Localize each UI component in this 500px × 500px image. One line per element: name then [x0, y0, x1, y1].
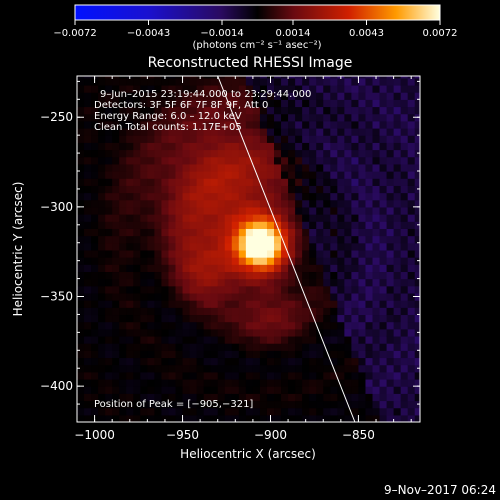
colorbar-tick-label: −0.0043 — [127, 28, 170, 39]
peak-position-label: Position of Peak = [−905,−321] — [94, 399, 253, 410]
colorbar-tick-label: 0.0014 — [275, 28, 310, 39]
x-axis-label: Heliocentric X (arcsec) — [180, 447, 316, 461]
colorbar-tick-label: −0.0014 — [200, 28, 243, 39]
annotation-line: Energy Range: 6.0 – 12.0 keV — [94, 111, 242, 122]
plot-frame — [76, 75, 421, 423]
colorbar-tick-label: −0.0072 — [53, 28, 96, 39]
x-tick-label: −1000 — [74, 428, 115, 442]
x-tick-label: −850 — [342, 428, 375, 442]
colorbar-tick-label: 0.0072 — [423, 28, 458, 39]
annotation-block: 9–Jun–2015 23:19:44.000 to 23:29:44.000D… — [94, 89, 311, 133]
chart-title: Reconstructed RHESSI Image — [148, 55, 353, 71]
footer-timestamp: 9–Nov–2017 06:24 — [384, 483, 496, 497]
x-tick-label: −950 — [166, 428, 199, 442]
colorbar-tick-label: 0.0043 — [349, 28, 384, 39]
y-tick-label: −350 — [40, 290, 73, 304]
y-tick-label: −300 — [40, 200, 73, 214]
colorbar — [74, 4, 441, 21]
annotation-line: Clean Total counts: 1.17E+05 — [94, 122, 242, 133]
y-tick-label: −250 — [40, 110, 73, 124]
x-tick-label: −900 — [254, 428, 287, 442]
heatmap-image — [77, 76, 420, 422]
colorbar-unit-label: (photons cm⁻² s⁻¹ asec⁻²) — [192, 40, 321, 51]
annotation-line: 9–Jun–2015 23:19:44.000 to 23:29:44.000 — [100, 89, 311, 100]
y-tick-label: −400 — [40, 379, 73, 393]
solar-limb-line — [217, 76, 356, 422]
y-axis-label: Heliocentric Y (arcsec) — [11, 182, 25, 317]
annotation-line: Detectors: 3F 5F 6F 7F 8F 9F, Att 0 — [94, 100, 268, 111]
colorbar-ticks: −0.0072 −0.0043 −0.0014 0.0014 0.0043 0.0072 — [53, 20, 458, 39]
x-axis-ticks: −1000 −950 −900 −850 — [74, 76, 412, 442]
y-axis-ticks: −400 −350 −300 −250 — [40, 80, 420, 423]
